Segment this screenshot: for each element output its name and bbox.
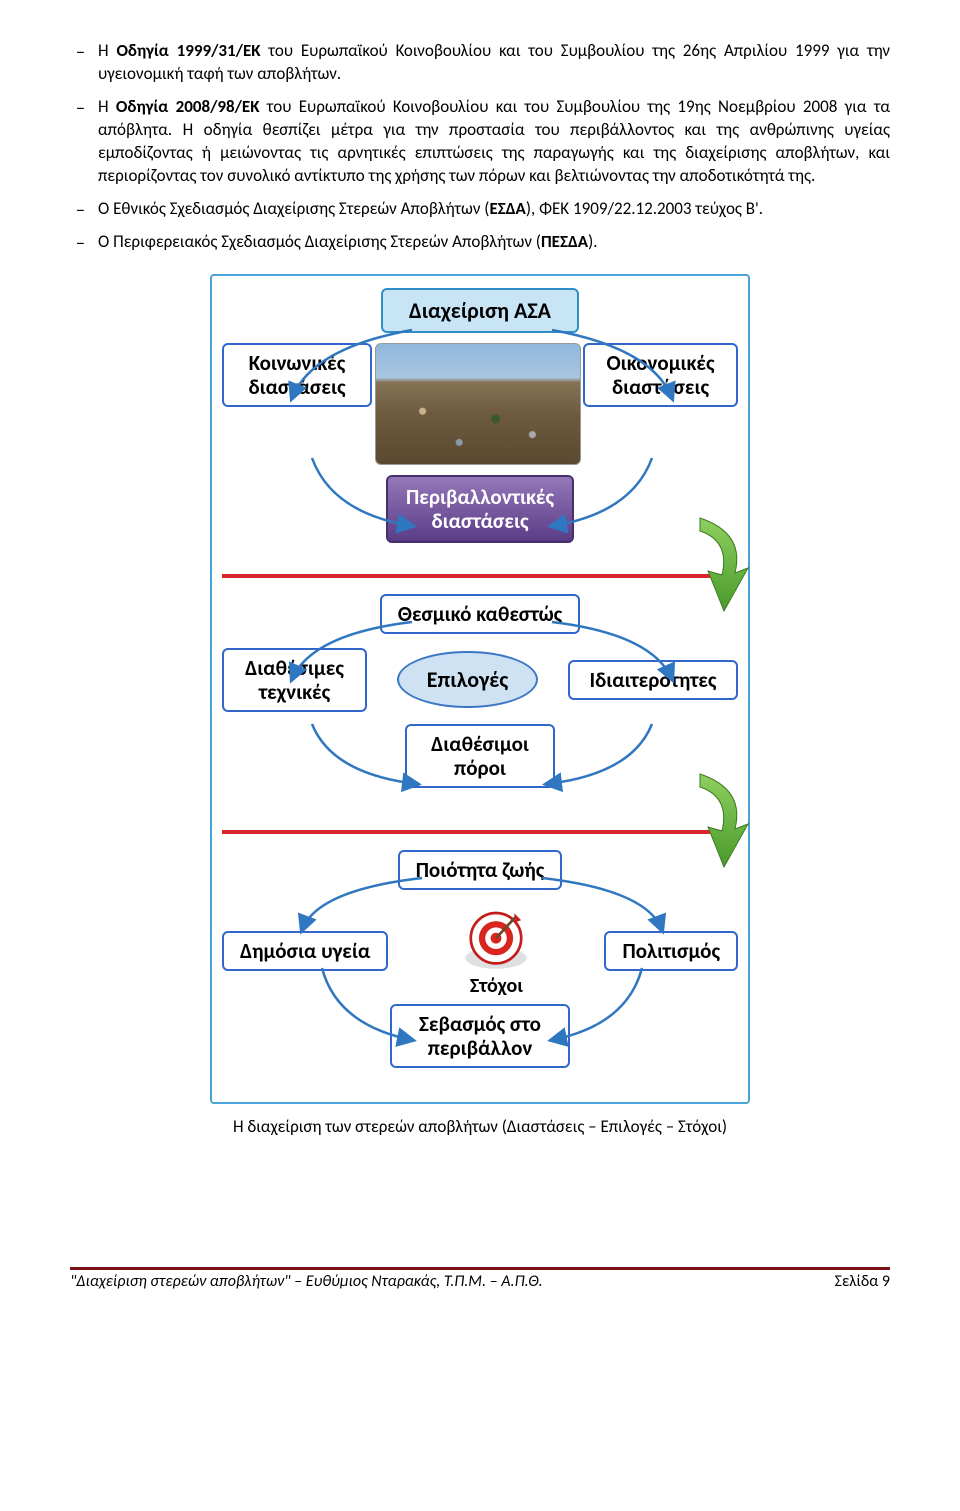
box-respect-env: Σεβασμός στοπεριβάλλον: [390, 1004, 570, 1068]
box-economic: Οικονομικέςδιαστάσεις: [583, 343, 738, 407]
section-goals: Ποιότητα ζωής Δημόσια υγεία: [222, 850, 738, 1080]
bullet-bold: ΠΕΣΔΑ: [541, 231, 588, 252]
box-choices: Επιλογές: [397, 651, 539, 708]
footer-right: Σελίδα 9: [835, 1272, 890, 1291]
bullet-item: Η Οδηγία 1999/31/ΕΚ του Ευρωπαϊκού Κοινο…: [70, 40, 890, 86]
red-separator: [222, 830, 738, 834]
page-footer: "Διαχείριση στερεών αποβλήτων" – Ευθύμιο…: [70, 1267, 890, 1291]
footer-left: "Διαχείριση στερεών αποβλήτων" – Ευθύμιο…: [70, 1272, 543, 1291]
bullet-bold: Οδηγία 1999/31/ΕΚ: [116, 40, 260, 61]
diagram-container: Διαχείριση ΑΣΑ Κοινωνικέςδιαστάσεις Οικο…: [210, 274, 750, 1104]
box-environmental: Περιβαλλοντικέςδιαστάσεις: [386, 475, 574, 543]
title-box: Διαχείριση ΑΣΑ: [381, 288, 579, 333]
figure-caption: Η διαχείριση των στερεών αποβλήτων (Διασ…: [70, 1116, 890, 1137]
bullet-pre: Ο Εθνικός Σχεδιασμός Διαχείρισης Στερεών…: [98, 198, 489, 219]
bullet-post: ), ΦΕΚ 1909/22.12.2003 τεύχος Β'.: [526, 198, 763, 219]
box-quality-life: Ποιότητα ζωής: [398, 850, 563, 890]
box-social: Κοινωνικέςδιαστάσεις: [222, 343, 372, 407]
box-particularities: Ιδιαιτερότητες: [568, 660, 738, 700]
bullet-bold: ΕΣΔΑ: [489, 198, 525, 219]
bullet-item: Ο Εθνικός Σχεδιασμός Διαχείρισης Στερεών…: [70, 198, 890, 221]
box-public-health: Δημόσια υγεία: [222, 931, 388, 971]
bullet-list: Η Οδηγία 1999/31/ΕΚ του Ευρωπαϊκού Κοινο…: [70, 40, 890, 254]
target-icon: [460, 904, 532, 976]
box-culture: Πολιτισμός: [604, 931, 738, 971]
landfill-image: [375, 343, 581, 465]
bullet-pre: Η: [98, 96, 116, 117]
bullet-bold: Οδηγία 2008/98/ΕΚ: [116, 96, 260, 117]
bullet-item: Η Οδηγία 2008/98/ΕΚ του Ευρωπαϊκού Κοινο…: [70, 96, 890, 188]
box-techniques: Διαθέσιμεςτεχνικές: [222, 648, 367, 712]
bullet-post: ).: [588, 231, 597, 252]
section-options: Θεσμικό καθεστώς Διαθέσιμεςτεχνικές Επιλ…: [222, 594, 738, 814]
red-separator: [222, 574, 738, 578]
bullet-item: Ο Περιφερειακός Σχεδιασμός Διαχείρισης Σ…: [70, 231, 890, 254]
bullet-pre: Η: [98, 40, 116, 61]
bullet-pre: Ο Περιφερειακός Σχεδιασμός Διαχείρισης Σ…: [98, 231, 541, 252]
box-resources: Διαθέσιμοιπόροι: [405, 724, 555, 788]
box-legal: Θεσμικό καθεστώς: [380, 594, 580, 634]
section-dimensions: Διαχείριση ΑΣΑ Κοινωνικέςδιαστάσεις Οικο…: [222, 288, 738, 558]
goals-label: Στόχοι: [460, 974, 532, 998]
